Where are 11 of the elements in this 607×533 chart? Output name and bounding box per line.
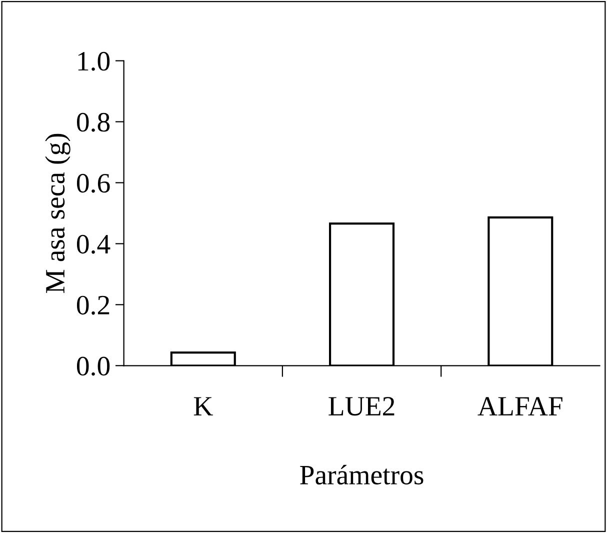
y-tick-label: 0.2 bbox=[76, 296, 110, 315]
y-tick-label: 0.0 bbox=[76, 356, 110, 376]
y-tick-label: 0.6 bbox=[76, 174, 110, 193]
x-tick-label: K bbox=[194, 397, 213, 416]
y-tick-label: 0.8 bbox=[76, 112, 110, 132]
x-tick-label: LUE2 bbox=[328, 397, 394, 416]
x-tick-label: ALFAF bbox=[478, 397, 562, 416]
x-axis-title: Parámetros bbox=[300, 464, 424, 484]
y-axis-title: M asa seca (g) bbox=[45, 134, 70, 293]
y-tick-label: 1.0 bbox=[78, 52, 110, 71]
y-tick-label: 0.4 bbox=[76, 234, 110, 254]
